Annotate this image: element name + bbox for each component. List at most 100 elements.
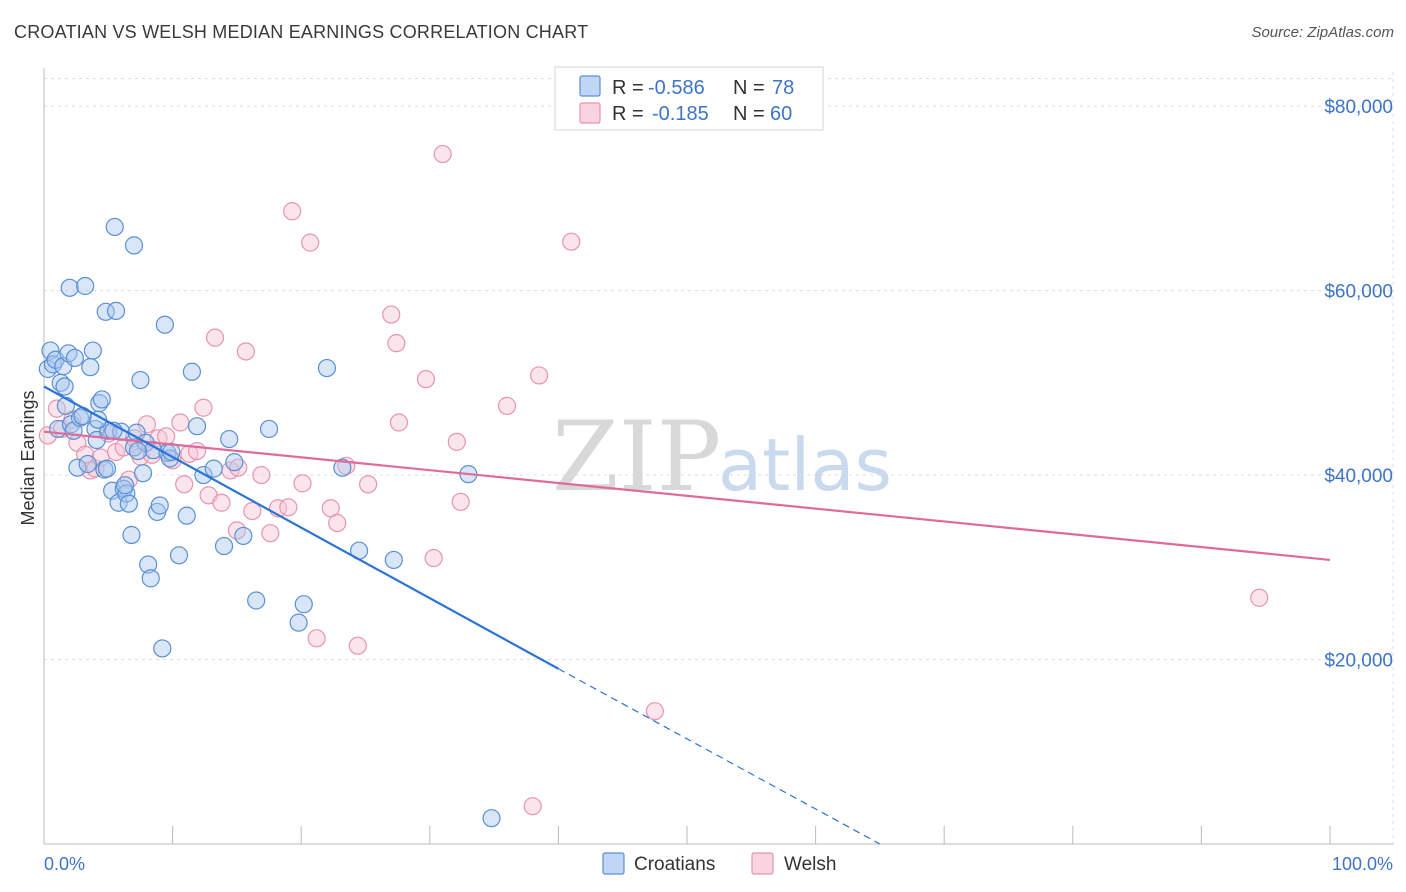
y-tick-label: $40,000 [1324,466,1393,487]
legend-r-value-croatians: -0.586 [648,77,705,99]
welsh-point [279,498,298,517]
croatian-point [177,506,196,525]
croatian-point [141,569,160,588]
welsh-point [451,492,470,511]
welsh-point [194,398,213,417]
croatian-point [78,454,97,474]
welsh-point [645,702,664,721]
chart-source: Source: ZipAtlas.com [1251,24,1394,41]
croatian-point [97,459,117,478]
croatian-point [122,525,141,545]
croatian-point [289,613,308,632]
croatian-point [225,453,244,472]
welsh-point [382,305,401,324]
welsh-point [293,474,312,493]
croatian-point [294,595,313,614]
croatian-point [68,458,87,477]
bottom-legend-croatians: Croatians [634,854,715,875]
croatian-point [56,396,75,415]
series-croatians [38,217,501,828]
bottom-legend-swatch-croatians [602,852,625,875]
legend-r-label-welsh: R = [612,103,644,125]
welsh-point [433,144,452,164]
y-axis-label: Median Earnings [18,390,38,525]
welsh-point [358,475,378,494]
croatian-point [119,494,138,513]
croatian-point [153,639,172,658]
chart-title: CROATIAN VS WELSH MEDIAN EARNINGS CORREL… [14,22,589,42]
welsh-point [497,396,517,415]
bottom-legend-swatch-welsh [751,852,774,875]
welsh-point [348,636,367,655]
croatian-point [182,362,201,381]
croatians-trend-extension [558,668,881,845]
croatians-trend-line [43,385,559,670]
welsh-point [530,366,549,385]
croatian-point [41,341,60,360]
x-tick-max: 100.0% [1332,854,1393,874]
y-tick-labels: $20,000 $40,000 $60,000 $80,000 [1324,97,1393,671]
watermark: ZIP atlas [552,401,892,513]
croatian-point [169,546,189,565]
croatian-point [128,441,147,461]
legend-n-label-croatians: N = [733,77,765,99]
croatian-point [92,390,111,409]
welsh-point [328,513,347,533]
croatian-point [333,458,352,477]
welsh-point [562,232,581,251]
welsh-point [261,524,280,543]
welsh-trend-line [43,430,1331,562]
welsh-point [307,629,326,648]
croatian-point [131,370,150,390]
croatian-point [65,348,84,368]
croatian-point [155,315,174,334]
legend: R = -0.586 N = 78 R = -0.185 N = 60 [554,66,824,131]
y-tick-label: $80,000 [1324,97,1393,118]
legend-n-label-welsh: N = [733,103,765,125]
welsh-point [252,465,271,485]
watermark-atlas: atlas [718,423,892,507]
welsh-point [1250,588,1269,607]
croatian-point [482,809,501,828]
y-tick-label: $20,000 [1324,651,1393,672]
bottom-legend-welsh: Welsh [784,854,836,875]
welsh-point [236,342,256,361]
trend-lines [43,385,1331,845]
croatian-point [115,476,135,495]
croatian-point [60,278,79,297]
croatian-point [204,459,223,478]
legend-swatch-croatians [579,75,601,97]
croatian-point [133,464,153,483]
croatian-point [139,555,158,574]
croatian-point [55,377,74,396]
welsh-point [424,548,443,568]
croatian-point [384,550,403,570]
croatian-point [247,591,266,610]
welsh-point [171,413,190,432]
croatian-point [105,217,124,237]
croatian-point [83,341,102,360]
welsh-point [447,432,466,451]
croatian-point [259,419,279,439]
legend-n-value-croatians: 78 [772,77,794,99]
legend-n-value-welsh: 60 [770,103,792,125]
welsh-point [301,233,320,252]
croatian-point [220,429,239,449]
axes [43,68,1393,845]
welsh-point [205,328,225,347]
croatian-point [106,301,126,320]
welsh-point [387,334,406,353]
welsh-point [523,797,542,816]
legend-r-label-croatians: R = [612,77,644,99]
welsh-point [416,370,436,389]
croatian-point [124,236,144,255]
welsh-point [175,475,194,494]
welsh-point [389,413,409,432]
croatian-point [187,417,207,436]
croatian-point [317,358,337,378]
bottom-legend: Croatians Welsh [602,852,836,875]
legend-r-value-welsh: -0.185 [652,103,709,125]
croatian-point [70,408,90,427]
welsh-point [187,441,207,461]
